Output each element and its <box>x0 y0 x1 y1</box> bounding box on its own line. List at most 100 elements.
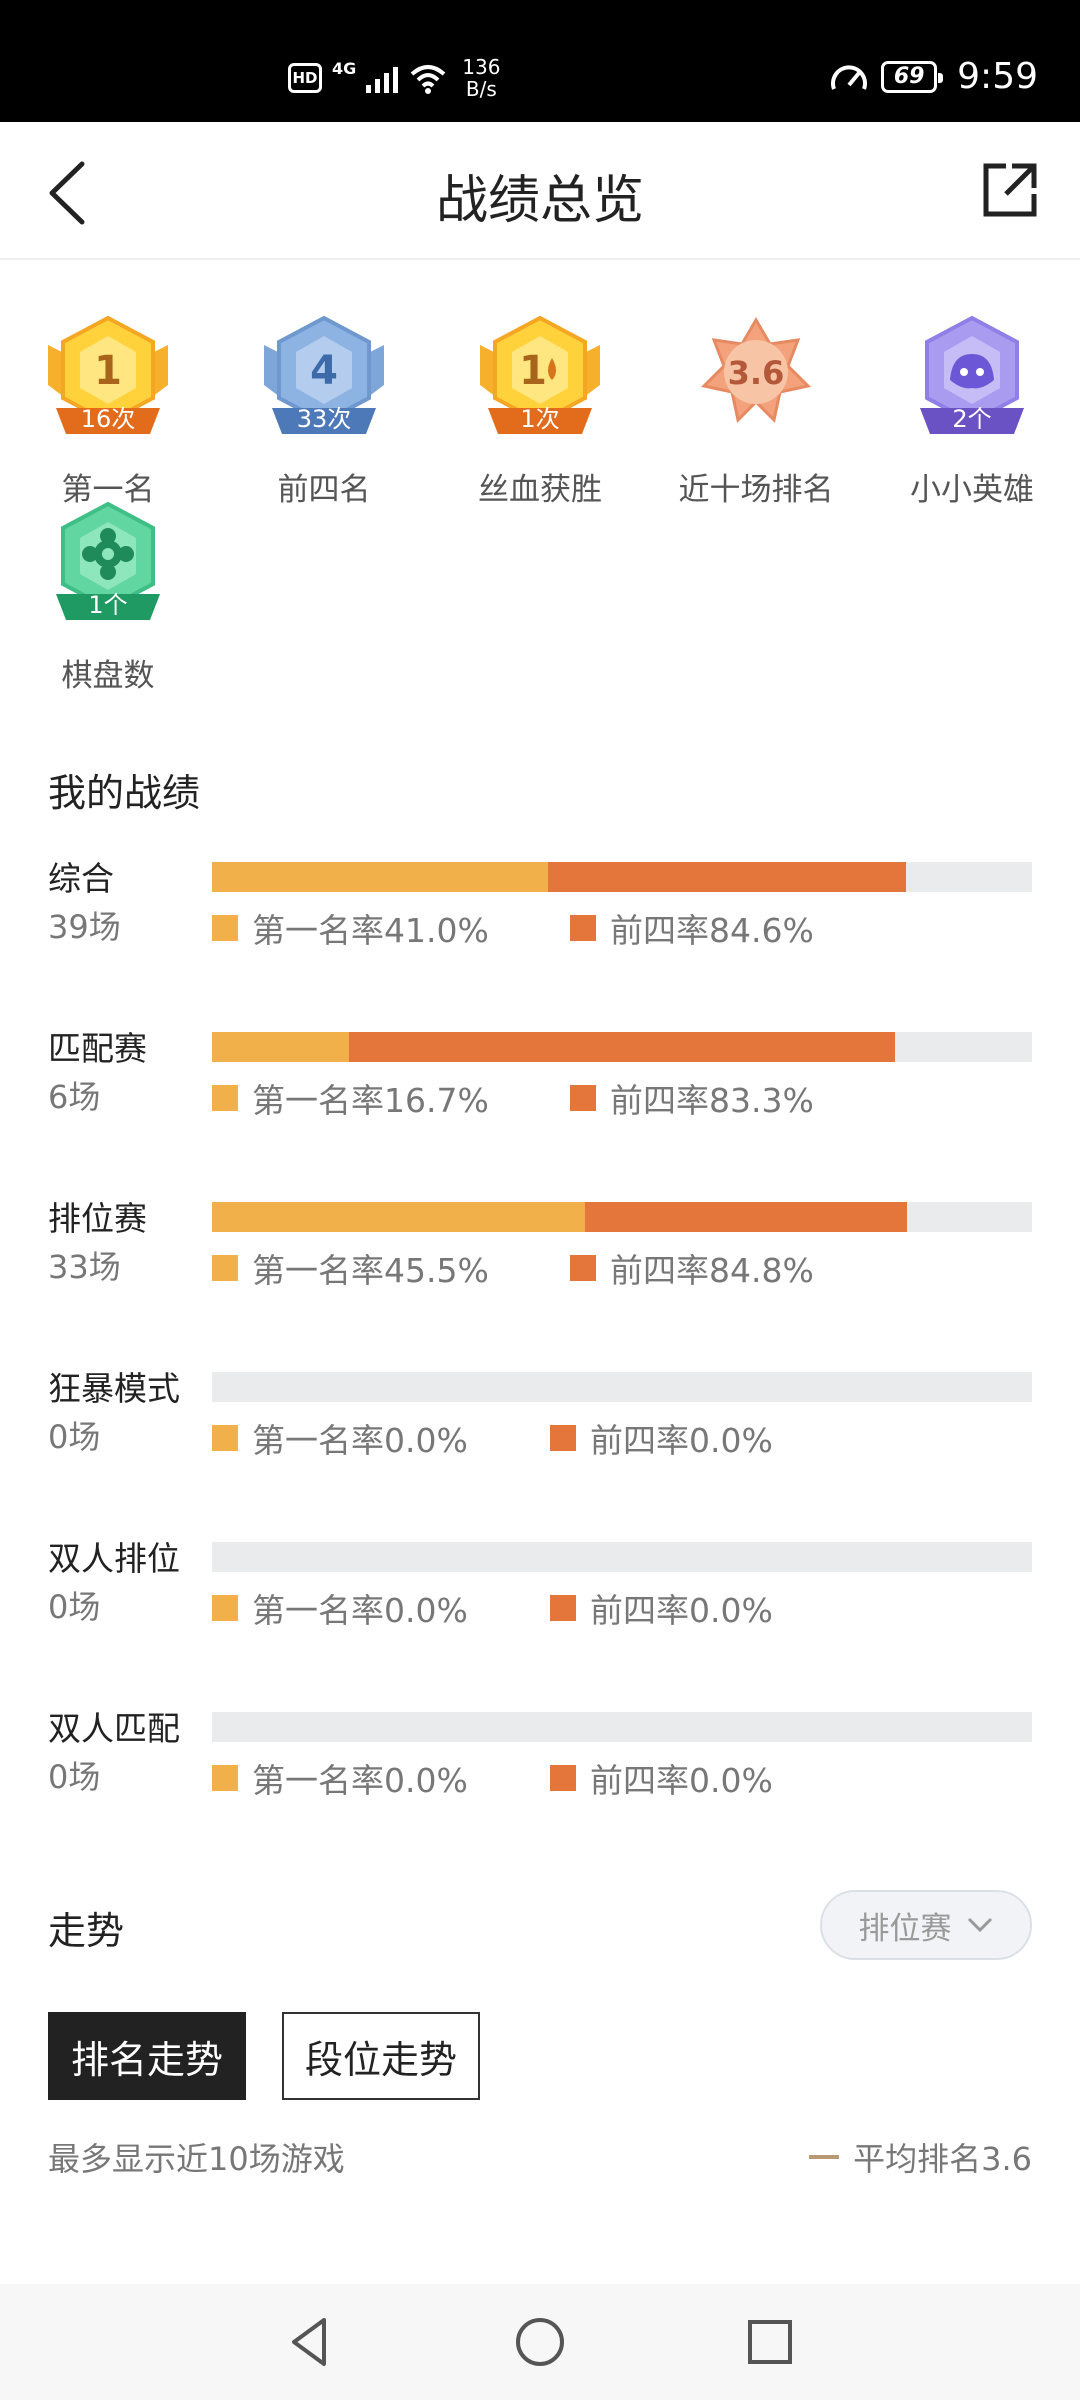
badge-little-legends[interactable]: 2个 小小英雄 <box>864 310 1080 509</box>
top4-legend-square <box>570 1255 596 1281</box>
chevron-down-icon <box>967 1917 992 1933</box>
badge-count: 1次 <box>520 405 560 433</box>
mode-dropdown-value: 排位赛 <box>858 1910 952 1947</box>
badge-top-four[interactable]: 4 33次 前四名 <box>216 310 432 509</box>
first-rate-legend: 第一名率41.0% <box>212 904 489 952</box>
first-legend-square <box>212 1595 238 1621</box>
net-speed-unit: B/s <box>465 77 497 101</box>
stat-mode-name: 综合 <box>48 859 114 898</box>
stat-row: 双人排位 0场 第一名率0.0% 前四率0.0% <box>0 1532 1080 1652</box>
top4-rate-legend: 前四率83.3% <box>570 1074 814 1122</box>
rate-bar <box>212 1032 1032 1062</box>
back-button[interactable] <box>40 158 100 228</box>
tab-rank-trend[interactable]: 排名走势 <box>48 2012 246 2100</box>
stat-mode-name: 狂暴模式 <box>48 1369 180 1408</box>
avg-line-swatch <box>809 2155 840 2159</box>
app-header: 战绩总览 <box>0 122 1080 260</box>
blood-drop-badge-icon: 1 1次 <box>470 310 610 450</box>
top4-legend-square <box>550 1595 576 1621</box>
badge-count: 1个 <box>88 591 128 619</box>
system-nav-bar <box>0 2284 1080 2400</box>
badge-number: 1 <box>519 348 547 394</box>
top4-rate-text: 前四率84.6% <box>610 911 814 950</box>
triangle-back-icon <box>292 2318 326 2366</box>
stat-row: 狂暴模式 0场 第一名率0.0% 前四率0.0% <box>0 1362 1080 1482</box>
star-badge-icon: 3.6 <box>686 310 826 450</box>
first-rate-text: 第一名率0.0% <box>252 1591 468 1630</box>
first-rate-text: 第一名率0.0% <box>252 1421 468 1460</box>
speedometer-icon <box>831 65 868 90</box>
top4-legend-square <box>570 915 596 941</box>
stat-games: 33场 <box>48 1248 121 1286</box>
trend-title: 走势 <box>48 1909 125 1953</box>
nav-home-button[interactable] <box>510 2312 570 2372</box>
badge-boards[interactable]: 1个 棋盘数 <box>0 496 216 695</box>
top4-rate-text: 前四率83.3% <box>610 1081 814 1120</box>
clock: 9:59 <box>957 56 1038 97</box>
stat-games: 0场 <box>48 1418 101 1456</box>
stat-row: 双人匹配 0场 第一名率0.0% 前四率0.0% <box>0 1702 1080 1822</box>
rate-bar <box>212 1202 1032 1232</box>
rate-bar <box>212 1372 1032 1402</box>
avg-rank-legend: 平均排名3.6 <box>809 2134 1032 2180</box>
first-rate-legend: 第一名率0.0% <box>212 1414 468 1462</box>
rate-bar <box>212 1712 1032 1742</box>
first-rate-legend: 第一名率16.7% <box>212 1074 489 1122</box>
status-bar: HD 4G 136 B/s 69 9:59 <box>0 0 1080 122</box>
stat-games: 6场 <box>48 1078 101 1116</box>
mode-dropdown[interactable]: 排位赛 <box>820 1890 1032 1960</box>
share-external-icon[interactable] <box>980 160 1040 220</box>
top4-legend-square <box>550 1425 576 1451</box>
badge-recent-rank[interactable]: 3.6 近十场排名 <box>648 310 864 509</box>
badge-number: 4 <box>310 348 338 394</box>
badge-first-place[interactable]: 1 16次 第一名 <box>0 310 216 509</box>
battery-icon: 69 <box>881 60 944 93</box>
first-rate-bar <box>212 862 549 892</box>
crystal-badge-icon: 4 33次 <box>254 310 394 450</box>
top4-rate-legend: 前四率0.0% <box>550 1414 773 1462</box>
stat-games: 0场 <box>48 1588 101 1626</box>
rate-bar <box>212 862 1032 892</box>
badge-count: 2个 <box>952 405 992 433</box>
top4-legend-square <box>570 1085 596 1111</box>
trophy-badge-icon: 1 16次 <box>38 310 178 450</box>
status-left: HD 4G 136 B/s <box>288 56 500 100</box>
top4-rate-text: 前四率84.8% <box>610 1251 814 1290</box>
top4-rate-legend: 前四率84.8% <box>570 1244 814 1292</box>
stat-row: 综合 39场 第一名率41.0% 前四率84.6% <box>0 852 1080 972</box>
my-stats-title: 我的战绩 <box>48 771 201 815</box>
top4-rate-legend: 前四率0.0% <box>550 1754 773 1802</box>
badge-label: 小小英雄 <box>910 472 1034 508</box>
first-legend-square <box>212 1425 238 1451</box>
stat-mode-name: 匹配赛 <box>48 1029 147 1068</box>
stat-row: 匹配赛 6场 第一名率16.7% 前四率83.3% <box>0 1022 1080 1142</box>
badge-label: 丝血获胜 <box>478 472 602 508</box>
stat-games: 39场 <box>48 908 121 946</box>
first-rate-text: 第一名率16.7% <box>252 1081 489 1120</box>
wifi-icon <box>410 65 446 94</box>
first-rate-text: 第一名率41.0% <box>252 911 489 950</box>
badge-label: 棋盘数 <box>61 658 155 694</box>
tab-tier-trend[interactable]: 段位走势 <box>282 2012 480 2100</box>
nav-recents-button[interactable] <box>740 2312 800 2372</box>
first-rate-legend: 第一名率45.5% <box>212 1244 489 1292</box>
top4-legend-square <box>550 1765 576 1791</box>
first-legend-square <box>212 1255 238 1281</box>
top4-rate-legend: 前四率84.6% <box>570 904 814 952</box>
net-speed-value: 136 <box>462 55 501 79</box>
stat-mode-name: 排位赛 <box>48 1199 147 1238</box>
first-legend-square <box>212 1765 238 1791</box>
rate-bar <box>212 1542 1032 1572</box>
first-rate-legend: 第一名率0.0% <box>212 1584 468 1632</box>
badge-low-hp-win[interactable]: 1 1次 丝血获胜 <box>432 310 648 509</box>
status-right: 69 9:59 <box>829 56 1038 97</box>
badge-count: 33次 <box>296 405 352 433</box>
badge-number: 3.6 <box>727 354 785 392</box>
little-legend-badge-icon: 2个 <box>902 310 1042 450</box>
first-rate-legend: 第一名率0.0% <box>212 1754 468 1802</box>
avg-rank-text: 平均排名3.6 <box>853 2140 1032 2178</box>
nav-back-button[interactable] <box>280 2312 340 2372</box>
circle-home-icon <box>516 2318 564 2366</box>
badge-label: 前四名 <box>277 472 371 508</box>
first-legend-square <box>212 1085 238 1111</box>
